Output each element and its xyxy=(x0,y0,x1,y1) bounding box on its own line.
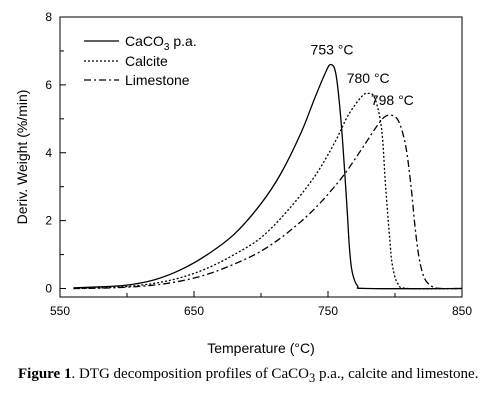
annotation-780: 780 °C xyxy=(347,70,390,86)
annotation-753: 753 °C xyxy=(311,41,354,57)
caption-text-a: . DTG decomposition profiles of CaCO xyxy=(71,366,309,382)
figure-caption: Figure 1. DTG decomposition profiles of … xyxy=(18,364,480,388)
legend-label-calcite: Calcite xyxy=(125,53,168,69)
axis-ticks: 550 650 750 850 0 2 4 6 8 xyxy=(45,10,472,318)
series-lines xyxy=(73,63,463,290)
y-tick-label: 0 xyxy=(45,282,52,296)
series-line-limestone xyxy=(73,114,463,290)
x-axis-label: Temperature (°C) xyxy=(207,340,315,356)
y-axis-label: Deriv. Weight (%/min) xyxy=(14,90,30,225)
x-tick-label: 650 xyxy=(184,304,204,318)
caption-lead: Figure 1 xyxy=(18,366,72,382)
x-tick-label: 850 xyxy=(452,304,472,318)
y-tick-label: 8 xyxy=(45,10,52,24)
x-tick-label: 750 xyxy=(318,304,338,318)
legend-label-limestone: Limestone xyxy=(125,72,190,88)
y-tick-label: 2 xyxy=(45,214,52,228)
y-tick-label: 4 xyxy=(45,146,52,160)
legend-label-caco3: CaCO3 p.a. xyxy=(125,33,197,53)
plot-frame xyxy=(59,16,463,298)
y-tick-label: 6 xyxy=(45,78,52,92)
series-line-calcite xyxy=(73,92,463,290)
x-tick-label: 550 xyxy=(50,304,70,318)
legend: CaCO3 p.a. Calcite Limestone xyxy=(84,33,197,88)
annotation-798: 798 °C xyxy=(371,92,414,108)
series-line-caco3 xyxy=(73,63,463,290)
caption-subscript: 3 xyxy=(308,371,316,385)
peak-annotations: 753 °C 780 °C 798 °C xyxy=(311,41,414,108)
caption-text-b: p.a., calcite and limestone. xyxy=(315,366,479,382)
